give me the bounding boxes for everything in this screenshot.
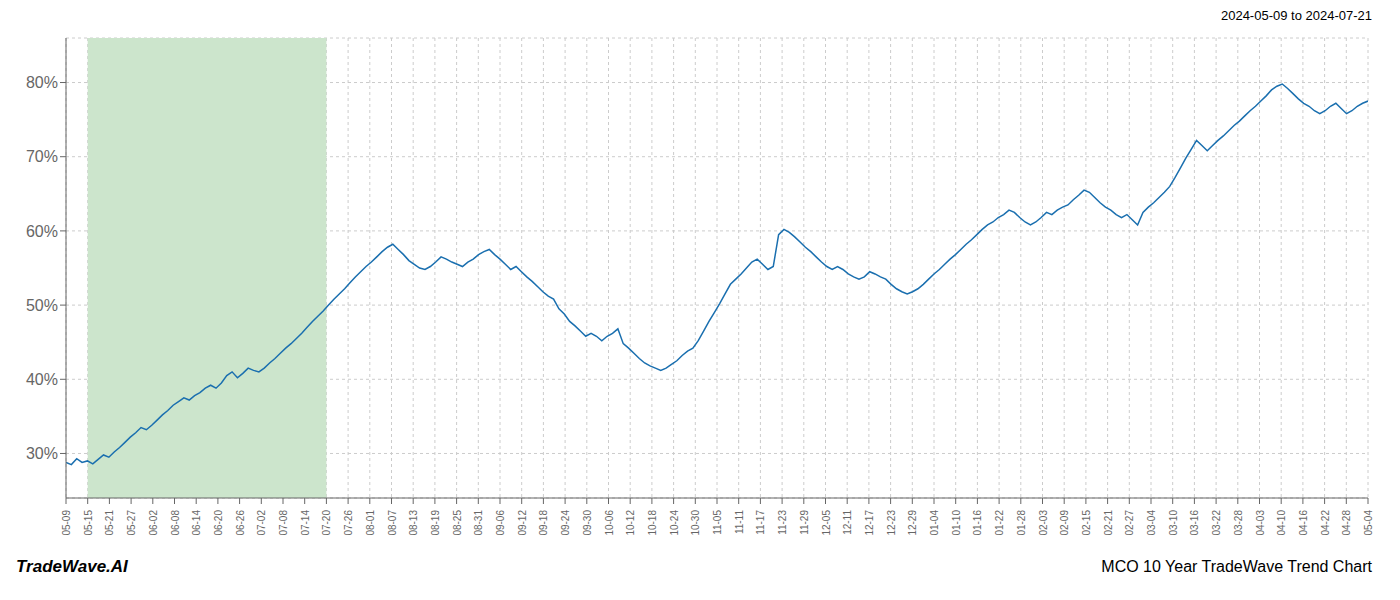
svg-text:60%: 60% (26, 223, 58, 240)
svg-text:07-26: 07-26 (343, 510, 354, 536)
svg-text:06-26: 06-26 (235, 510, 246, 536)
svg-text:04-28: 04-28 (1341, 510, 1352, 536)
svg-text:04-16: 04-16 (1298, 510, 1309, 536)
svg-text:06-14: 06-14 (191, 510, 202, 536)
svg-text:05-04: 05-04 (1363, 510, 1374, 536)
svg-text:12-11: 12-11 (842, 510, 853, 535)
svg-text:07-14: 07-14 (300, 510, 311, 536)
svg-text:06-20: 06-20 (213, 510, 224, 536)
svg-text:09-24: 09-24 (560, 510, 571, 536)
svg-text:10-12: 10-12 (625, 510, 636, 536)
svg-text:02-03: 02-03 (1038, 510, 1049, 536)
svg-text:06-08: 06-08 (170, 510, 181, 536)
svg-text:12-29: 12-29 (907, 510, 918, 536)
svg-text:08-31: 08-31 (473, 510, 484, 536)
svg-text:40%: 40% (26, 371, 58, 388)
svg-text:03-16: 03-16 (1189, 510, 1200, 536)
svg-text:03-04: 03-04 (1146, 510, 1157, 536)
svg-text:05-15: 05-15 (83, 510, 94, 536)
svg-text:10-30: 10-30 (690, 510, 701, 536)
svg-text:01-22: 01-22 (994, 510, 1005, 536)
html-text:TradeWave.AI: TradeWave.AI (16, 557, 128, 576)
svg-text:11-05: 11-05 (712, 510, 723, 535)
svg-text:02-09: 02-09 (1059, 510, 1070, 536)
svg-text:02-15: 02-15 (1081, 510, 1092, 536)
svg-text:07-08: 07-08 (278, 510, 289, 536)
svg-text:04-03: 04-03 (1255, 510, 1266, 536)
svg-text:01-04: 01-04 (929, 510, 940, 536)
svg-text:11-29: 11-29 (799, 510, 810, 535)
svg-text:02-21: 02-21 (1103, 510, 1114, 536)
svg-text:09-12: 09-12 (517, 510, 528, 536)
svg-text:03-22: 03-22 (1211, 510, 1222, 536)
svg-text:50%: 50% (26, 297, 58, 314)
svg-text:80%: 80% (26, 74, 58, 91)
html-text:MCO 10 Year TradeWave Trend Ch: MCO 10 Year TradeWave Trend Chart (1101, 558, 1372, 575)
svg-text:02-27: 02-27 (1124, 510, 1135, 536)
svg-text:10-18: 10-18 (647, 510, 658, 536)
svg-text:06-02: 06-02 (148, 510, 159, 536)
svg-text:30%: 30% (26, 445, 58, 462)
svg-text:05-09: 05-09 (61, 510, 72, 536)
svg-text:09-30: 09-30 (582, 510, 593, 536)
svg-text:05-21: 05-21 (104, 510, 115, 536)
svg-text:10-24: 10-24 (669, 510, 680, 536)
svg-text:11-17: 11-17 (755, 510, 766, 535)
svg-text:03-28: 03-28 (1233, 510, 1244, 536)
svg-text:07-02: 07-02 (256, 510, 267, 536)
svg-text:12-17: 12-17 (864, 510, 875, 536)
svg-text:11-11: 11-11 (734, 510, 745, 535)
svg-text:08-13: 08-13 (408, 510, 419, 536)
svg-text:04-10: 04-10 (1276, 510, 1287, 536)
svg-text:01-10: 01-10 (951, 510, 962, 536)
svg-text:08-19: 08-19 (430, 510, 441, 536)
svg-text:01-28: 01-28 (1016, 510, 1027, 536)
svg-text:09-06: 09-06 (495, 510, 506, 536)
svg-text:08-25: 08-25 (452, 510, 463, 536)
svg-text:09-18: 09-18 (538, 510, 549, 536)
svg-text:70%: 70% (26, 148, 58, 165)
svg-text:03-10: 03-10 (1168, 510, 1179, 536)
svg-text:08-07: 08-07 (387, 510, 398, 536)
svg-text:04-22: 04-22 (1320, 510, 1331, 536)
svg-text:07-20: 07-20 (321, 510, 332, 536)
svg-text:10-06: 10-06 (604, 510, 615, 536)
svg-text:11-23: 11-23 (777, 510, 788, 535)
svg-text:01-16: 01-16 (972, 510, 983, 536)
svg-text:12-05: 12-05 (821, 510, 832, 536)
svg-text:05-27: 05-27 (126, 510, 137, 536)
svg-text:08-01: 08-01 (365, 510, 376, 536)
svg-text:12-23: 12-23 (886, 510, 897, 536)
html-text:2024-05-09 to 2024-07-21: 2024-05-09 to 2024-07-21 (1220, 8, 1372, 23)
